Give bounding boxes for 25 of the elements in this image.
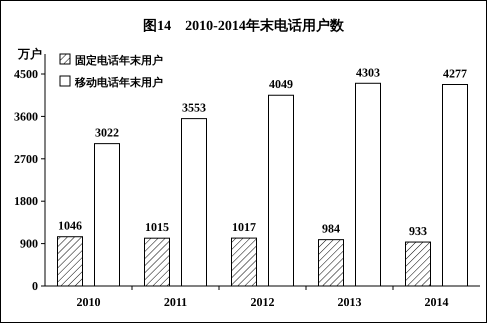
data-label: 4277 <box>443 66 467 81</box>
chart-title: 图14 2010-2014年末电话用户数 <box>143 17 345 34</box>
data-label: 1017 <box>232 220 256 234</box>
x-tick-label: 2013 <box>338 295 362 309</box>
data-label: 3553 <box>182 100 206 115</box>
legend-label: 移动电话年末用户 <box>74 76 163 89</box>
y-tick-label: 1800 <box>14 194 38 208</box>
legend-label: 固定电话年末用户 <box>75 54 163 67</box>
y-tick-label: 3600 <box>14 109 38 124</box>
x-tick-label: 2014 <box>424 295 448 309</box>
data-label: 933 <box>409 224 427 238</box>
data-label: 4049 <box>269 77 293 92</box>
data-label: 4303 <box>356 65 380 80</box>
x-tick-label: 2012 <box>250 295 274 309</box>
y-axis-title: 万户 <box>17 47 42 61</box>
data-label: 1015 <box>145 220 169 234</box>
x-tick-label: 2011 <box>164 295 188 309</box>
y-tick-label: 4500 <box>14 67 38 81</box>
data-label: 984 <box>322 222 340 236</box>
y-tick-label: 900 <box>20 236 38 251</box>
x-tick-label: 2010 <box>76 295 100 309</box>
y-tick-label: 2700 <box>14 152 38 166</box>
data-label: 3022 <box>95 126 119 140</box>
data-label: 1046 <box>58 218 82 233</box>
y-tick-label: 0 <box>32 279 38 293</box>
